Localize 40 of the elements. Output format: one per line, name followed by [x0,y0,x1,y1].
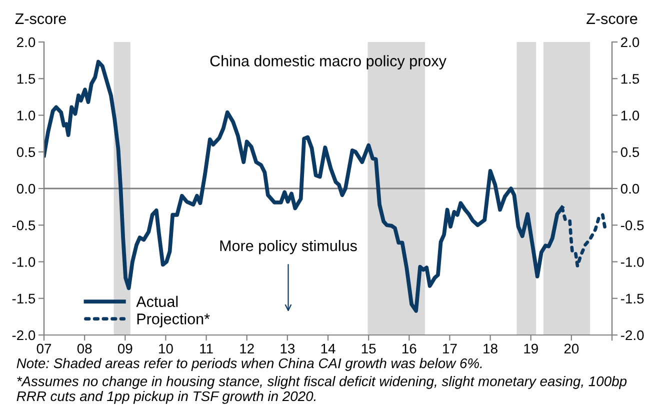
y2-tick-label: -0.5 [620,220,644,230]
x-tick-label: 14 [321,344,336,354]
x-tick-label: 09 [118,344,132,354]
y2-tick-label: -1.5 [620,294,644,304]
text: China domestic macro policy proxy [210,55,446,70]
x-tick-label: 15 [362,344,376,354]
y2-tick-label: -1.0 [620,257,644,267]
x-tick-label: 16 [402,344,416,354]
y2-tick-label: 1.0 [621,110,640,120]
y-tick-label: 0.0 [16,184,36,194]
y2-tick-label: 0.5 [620,147,640,158]
x-tick-label: 10 [159,344,173,354]
text: Note: Shaded areas refer to periods when China CAI growth was below 6%. [16,358,482,371]
legend-label: Actual [136,296,178,308]
x-tick-label: 18 [484,344,498,354]
x-tick-label: 12 [240,344,254,354]
y-tick-label: -1.5 [12,294,36,304]
y-tick-label: -2.0 [12,330,36,340]
y-tick-label: 1.0 [17,110,36,120]
text: *Assumes no change in housing stance, slight fiscal deficit widening, slight monetary easing, 100bp RRR cuts and 1pp pickup in TSF growth in 2020. [16,376,627,404]
y-axis-title: Z-score [15,13,66,24]
y2-tick-label: 2.0 [621,37,640,48]
y-tick-label: 2.0 [17,37,36,48]
y-tick-label: -1.0 [12,257,36,267]
x-tick-label: 11 [200,344,213,354]
x-tick-label: 20 [564,344,579,354]
y-tick-label: -0.5 [12,220,36,230]
y-tick-label: 0.5 [16,147,36,158]
y2-tick-label: 1.5 [621,74,640,84]
y-tick-label: 1.5 [17,74,36,84]
annotation: More policy stimulus [220,240,357,254]
y2-tick-label: -2.0 [620,330,644,340]
x-tick-label: 08 [77,344,92,354]
x-tick-label: 17 [443,344,457,354]
x-tick-label: 13 [280,344,295,354]
y2-axis-title: Z-score [586,13,638,24]
x-tick-label: 19 [524,344,538,354]
legend-label: Projection* [137,313,210,328]
x-tick-label: 07 [36,344,52,354]
y2-tick-label: 0.0 [620,184,640,194]
